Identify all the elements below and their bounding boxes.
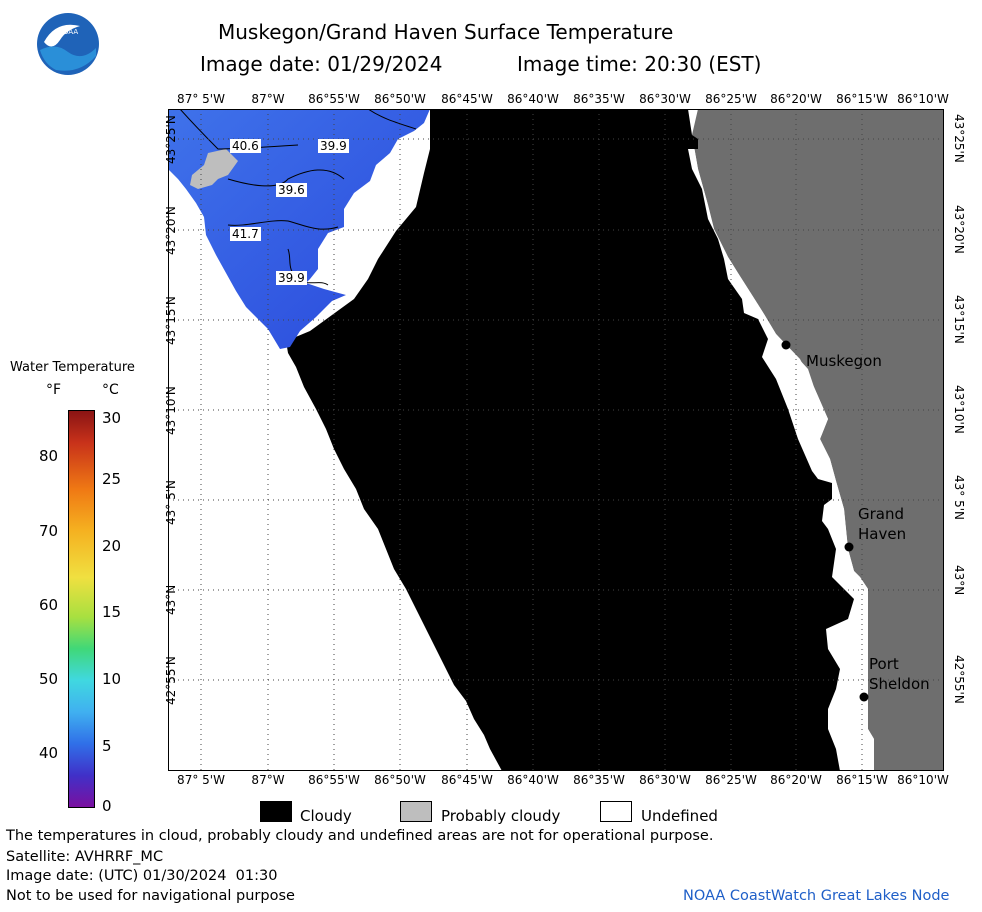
lon-label: 86°30'W bbox=[639, 773, 691, 787]
lon-label: 86°25'W bbox=[705, 773, 757, 787]
lat-label: 43°10'N bbox=[952, 385, 966, 434]
colorbar-tick-c: 15 bbox=[102, 603, 122, 621]
contour-label: 39.9 bbox=[318, 139, 349, 153]
lon-label: 86°25'W bbox=[705, 92, 757, 106]
map-frame bbox=[168, 109, 944, 771]
colorbar-tick-f: 40 bbox=[39, 744, 59, 762]
colorbar-tick-c: 20 bbox=[102, 537, 122, 555]
legend-swatch-probably-cloudy bbox=[400, 801, 432, 822]
contour-label: 39.6 bbox=[276, 183, 307, 197]
contour-label: 40.6 bbox=[230, 139, 261, 153]
colorbar-tick-c: 25 bbox=[102, 470, 122, 488]
lat-label: 43° 5'N bbox=[164, 480, 178, 525]
lon-label: 86°15'W bbox=[836, 773, 888, 787]
image-date: Image date: 01/29/2024 bbox=[200, 52, 443, 76]
colorbar-tick-c: 30 bbox=[102, 409, 122, 427]
legend-label-probably-cloudy: Probably cloudy bbox=[441, 807, 561, 825]
lat-label: 42°55'N bbox=[164, 656, 178, 705]
temperature-map bbox=[168, 109, 944, 771]
colorbar-tick-c: 5 bbox=[102, 737, 112, 755]
lon-label: 87°W bbox=[251, 773, 285, 787]
lat-label: 43°25'N bbox=[952, 114, 966, 163]
lon-label: 86°20'W bbox=[770, 773, 822, 787]
footer-note: The temperatures in cloud, probably clou… bbox=[6, 828, 714, 844]
colorbar-tick-c: 0 bbox=[102, 797, 112, 815]
lon-label: 86°20'W bbox=[770, 92, 822, 106]
lon-label: 86°40'W bbox=[507, 92, 559, 106]
map-title: Muskegon/Grand Haven Surface Temperature bbox=[218, 20, 674, 44]
contour-label: 41.7 bbox=[230, 227, 261, 241]
contour-label: 39.9 bbox=[276, 271, 307, 285]
city-marker bbox=[859, 692, 869, 702]
land-area bbox=[692, 109, 944, 771]
colorbar-tick-f: 50 bbox=[39, 670, 59, 688]
lat-label: 43°N bbox=[952, 565, 966, 596]
lat-label: 43°20'N bbox=[164, 206, 178, 255]
colorbar-title: Water Temperature bbox=[10, 360, 135, 375]
legend-swatch-cloudy bbox=[260, 801, 292, 822]
contour-lines bbox=[179, 109, 417, 286]
city-label-grand-haven: Grand Haven bbox=[858, 505, 907, 543]
colorbar bbox=[68, 410, 95, 808]
lon-label: 87° 5'W bbox=[177, 92, 225, 106]
lat-label: 43°15'N bbox=[952, 295, 966, 344]
lat-label: 43°20'N bbox=[952, 205, 966, 254]
lon-label: 86°50'W bbox=[374, 773, 426, 787]
lon-label: 86°45'W bbox=[441, 92, 493, 106]
probably-cloudy-area bbox=[190, 149, 238, 189]
lon-label: 87°W bbox=[251, 92, 285, 106]
lon-label: 86°10'W bbox=[897, 92, 949, 106]
colorbar-unit-c: °C bbox=[102, 382, 119, 398]
lon-label: 86°10'W bbox=[897, 773, 949, 787]
cloudy-area bbox=[286, 109, 854, 771]
lon-label: 86°35'W bbox=[573, 773, 625, 787]
lat-label: 43°N bbox=[164, 584, 178, 615]
lon-label: 86°55'W bbox=[308, 92, 360, 106]
lat-label: 43°10'N bbox=[164, 386, 178, 435]
lat-label: 43° 5'N bbox=[952, 475, 966, 520]
lon-label: 86°35'W bbox=[573, 92, 625, 106]
graticule bbox=[168, 109, 944, 771]
lon-label: 86°45'W bbox=[441, 773, 493, 787]
lon-label: 86°55'W bbox=[308, 773, 360, 787]
lat-label: 43°15'N bbox=[164, 296, 178, 345]
legend-label-undefined: Undefined bbox=[641, 807, 718, 825]
legend-label-cloudy: Cloudy bbox=[300, 807, 352, 825]
footer-utc-date: Image date: (UTC) 01/30/2024 01:30 bbox=[6, 868, 278, 884]
city-marker bbox=[844, 542, 854, 552]
legend-swatch-undefined bbox=[600, 801, 632, 822]
lon-label: 87° 5'W bbox=[177, 773, 225, 787]
water-temperature-area bbox=[168, 109, 430, 349]
noaa-logo: NOAA bbox=[37, 13, 99, 75]
footer-satellite: Satellite: AVHRRF_MC bbox=[6, 849, 164, 865]
city-label-port-sheldon: Port Sheldon bbox=[869, 655, 930, 693]
lon-label: 86°15'W bbox=[836, 92, 888, 106]
footer-credit: NOAA CoastWatch Great Lakes Node bbox=[683, 888, 950, 904]
footer-nav-warning: Not to be used for navigational purpose bbox=[6, 888, 295, 904]
colorbar-unit-f: °F bbox=[46, 382, 62, 398]
image-time: Image time: 20:30 (EST) bbox=[517, 52, 762, 76]
colorbar-tick-f: 80 bbox=[39, 447, 59, 465]
lon-label: 86°50'W bbox=[374, 92, 426, 106]
lon-label: 86°30'W bbox=[639, 92, 691, 106]
lat-label: 43°25'N bbox=[164, 115, 178, 164]
colorbar-tick-f: 60 bbox=[39, 596, 59, 614]
city-marker bbox=[781, 340, 791, 350]
lat-label: 42°55'N bbox=[952, 655, 966, 704]
colorbar-tick-f: 70 bbox=[39, 522, 59, 540]
lon-label: 86°40'W bbox=[507, 773, 559, 787]
colorbar-tick-c: 10 bbox=[102, 670, 122, 688]
noaa-logo-text: NOAA bbox=[58, 28, 79, 36]
city-label-muskegon: Muskegon bbox=[806, 352, 882, 370]
